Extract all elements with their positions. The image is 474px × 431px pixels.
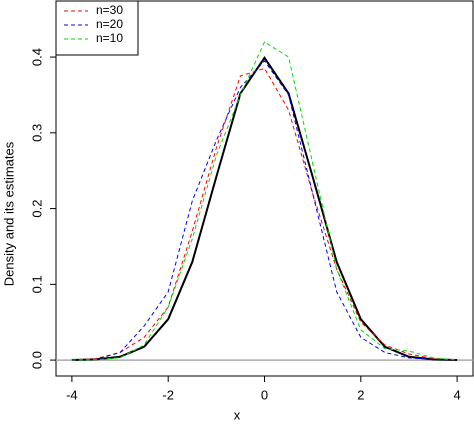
estimate-line bbox=[71, 67, 458, 361]
legend-box bbox=[55, 0, 139, 56]
x-tick-label: 0 bbox=[261, 387, 268, 402]
y-tick-label: 0.1 bbox=[29, 275, 44, 293]
density-line bbox=[71, 56, 458, 362]
y-tick-label: 0.2 bbox=[29, 200, 44, 218]
y-tick-label: 0.3 bbox=[29, 124, 44, 142]
x-tick-label: -2 bbox=[162, 387, 174, 402]
legend-label: n=10 bbox=[96, 31, 123, 45]
y-tick-label: 0.0 bbox=[29, 351, 44, 369]
y-tick-label: 0.4 bbox=[29, 48, 44, 66]
legend-label: n=20 bbox=[96, 17, 123, 31]
x-tick-label: 2 bbox=[357, 387, 364, 402]
y-axis-label: Density and its estimates bbox=[1, 141, 16, 286]
estimate-line bbox=[71, 41, 458, 361]
legend-label: n=30 bbox=[96, 3, 123, 17]
x-axis-label: x bbox=[234, 407, 241, 422]
x-tick-label: -4 bbox=[66, 387, 78, 402]
estimate-line bbox=[71, 60, 458, 361]
x-tick-label: 4 bbox=[453, 387, 460, 402]
